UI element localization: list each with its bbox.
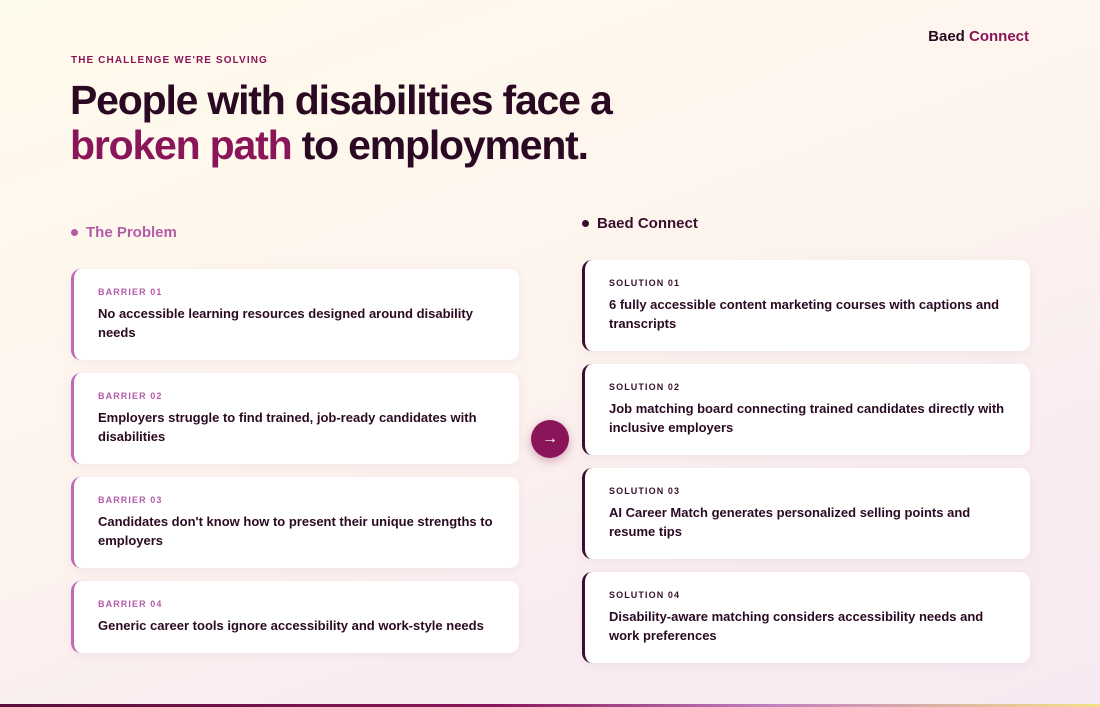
- bullet-dot-icon: [582, 219, 589, 227]
- barrier-tag: BARRIER 02: [98, 391, 163, 401]
- solution-tag: SOLUTION 01: [609, 278, 681, 288]
- solution-text: Job matching board connecting trained ca…: [609, 401, 1005, 435]
- solution-list: SOLUTION 01 6 fully accessible content m…: [582, 260, 1030, 663]
- solution-card-1: SOLUTION 01 6 fully accessible content m…: [582, 260, 1030, 351]
- bullet-dot-icon: [71, 228, 78, 236]
- barrier-text: Candidates don't know how to present the…: [98, 514, 493, 548]
- problem-heading: The Problem: [71, 222, 519, 242]
- barrier-tag: BARRIER 03: [98, 495, 163, 505]
- solution-text: AI Career Match generates personalized s…: [609, 505, 971, 539]
- solution-heading: Baed Connect: [582, 213, 1030, 233]
- barrier-tag: BARRIER 04: [98, 599, 163, 609]
- barrier-text: No accessible learning resources designe…: [98, 306, 473, 340]
- barrier-card-2: BARRIER 02 Employers struggle to find tr…: [71, 373, 519, 464]
- solution-column: Baed Connect SOLUTION 01 6 fully accessi…: [582, 213, 1030, 676]
- solution-heading-label: Baed Connect: [597, 214, 698, 232]
- solution-card-3: SOLUTION 03 AI Career Match generates pe…: [582, 468, 1030, 559]
- brand-name-part2: Connect: [969, 28, 1029, 45]
- problem-column: The Problem BARRIER 01 No accessible lea…: [71, 222, 519, 666]
- barrier-text: Employers struggle to find trained, job-…: [98, 410, 477, 444]
- headline-highlight: broken path: [70, 122, 293, 168]
- arrow-right-icon: →: [531, 420, 569, 458]
- headline-line1: People with disabilities face a: [70, 77, 613, 123]
- barrier-text: Generic career tools ignore accessibilit…: [98, 618, 484, 633]
- solution-tag: SOLUTION 04: [609, 590, 681, 600]
- brand-name-part1: Baed: [928, 28, 965, 45]
- solution-tag: SOLUTION 02: [609, 382, 681, 392]
- barrier-card-4: BARRIER 04 Generic career tools ignore a…: [71, 581, 519, 653]
- solution-text: Disability-aware matching considers acce…: [609, 609, 984, 643]
- problem-heading-label: The Problem: [86, 223, 177, 241]
- solution-tag: SOLUTION 03: [609, 486, 681, 496]
- barrier-tag: BARRIER 01: [98, 287, 163, 297]
- page-headline: People with disabilities face a broken p…: [70, 78, 710, 168]
- solution-text: 6 fully accessible content marketing cou…: [609, 297, 1000, 331]
- solution-card-4: SOLUTION 04 Disability-aware matching co…: [582, 572, 1030, 663]
- headline-rest: to employment.: [301, 122, 589, 168]
- solution-card-2: SOLUTION 02 Job matching board connectin…: [582, 364, 1030, 455]
- bottom-gradient-bar: [0, 704, 1100, 707]
- barrier-list: BARRIER 01 No accessible learning resour…: [71, 269, 519, 653]
- section-eyebrow: THE CHALLENGE WE'RE SOLVING: [71, 55, 268, 66]
- barrier-card-1: BARRIER 01 No accessible learning resour…: [71, 269, 519, 360]
- barrier-card-3: BARRIER 03 Candidates don't know how to …: [71, 477, 519, 568]
- brand-logo: Baed Connect: [928, 28, 1029, 45]
